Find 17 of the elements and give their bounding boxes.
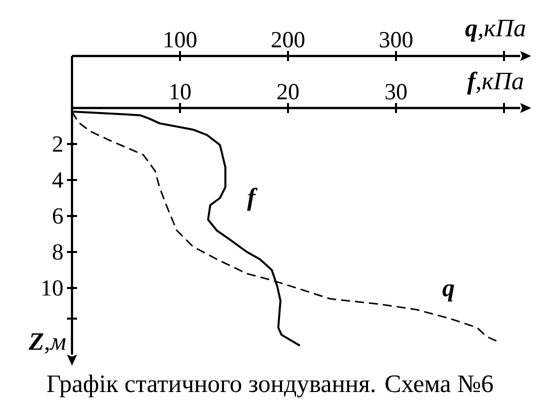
y-tick-label: 4 — [52, 172, 64, 188]
y-tick-label: 2 — [52, 136, 62, 152]
x-tick-label: 10 — [170, 84, 191, 100]
y-tick-label: 6 — [52, 208, 63, 224]
y-axis-title: Z,м — [28, 333, 66, 354]
y-tick-label: 10 — [42, 280, 63, 296]
x-axis-title: f,кПа — [467, 72, 524, 95]
y-tick-label: 8 — [52, 244, 63, 260]
series-label: f — [247, 188, 258, 211]
x-tick-label: 20 — [278, 84, 299, 100]
x-tick-label: 30 — [386, 84, 407, 100]
x2-axis-title: q,кПа — [465, 20, 526, 42]
text: Графік статичного зондування. Схема №6 — [47, 374, 493, 398]
x2-tick-label: 300 — [380, 32, 412, 48]
x2-tick-label: 100 — [164, 32, 196, 48]
x2-tick-label: 200 — [272, 32, 304, 48]
series-label: q — [442, 284, 454, 302]
